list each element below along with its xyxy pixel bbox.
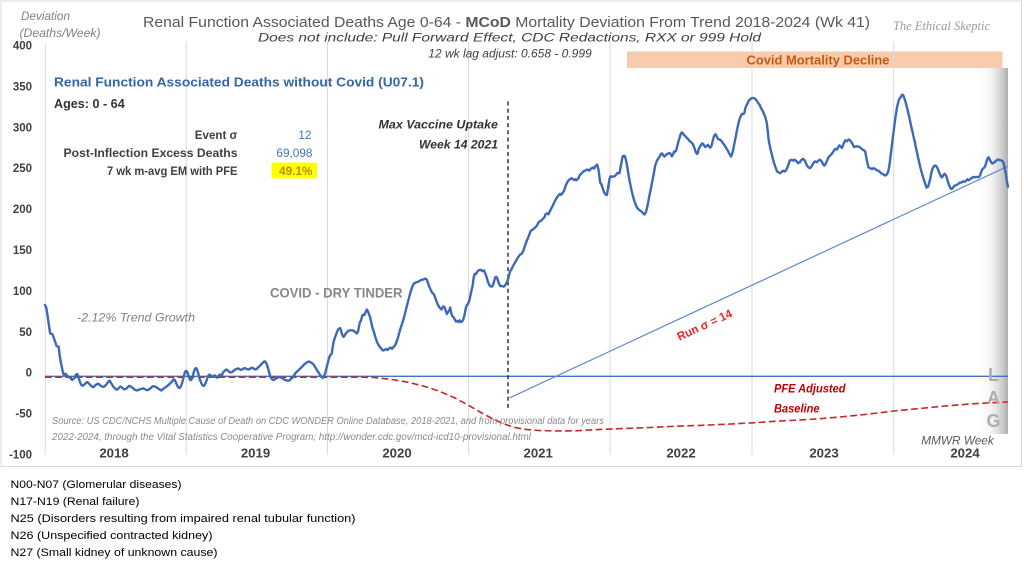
svg-text:2021: 2021 <box>524 446 553 461</box>
svg-text:L: L <box>988 365 999 385</box>
svg-text:12: 12 <box>298 128 311 142</box>
svg-text:Renal Function Associated Deat: Renal Function Associated Deaths without… <box>54 76 424 90</box>
svg-text:Ages: 0 - 64: Ages: 0 - 64 <box>54 97 125 111</box>
svg-text:2018: 2018 <box>99 446 128 461</box>
svg-text:Source: US CDC/NCHS Multiple C: Source: US CDC/NCHS Multiple Cause of De… <box>52 416 604 427</box>
svg-text:COVID - DRY TINDER: COVID - DRY TINDER <box>270 286 403 301</box>
svg-text:300: 300 <box>13 122 32 134</box>
svg-text:350: 350 <box>13 81 32 93</box>
svg-text:N27 (Small kidney of unknown c: N27 (Small kidney of unknown cause) <box>11 547 218 559</box>
svg-text:2023: 2023 <box>809 446 838 461</box>
svg-text:-100: -100 <box>9 450 32 462</box>
svg-text:Week 14 2021: Week 14 2021 <box>419 138 498 152</box>
svg-text:7 wk m-avg EM with PFE: 7 wk m-avg EM with PFE <box>107 165 238 178</box>
svg-text:G: G <box>986 411 1000 431</box>
svg-text:2020: 2020 <box>382 446 411 461</box>
svg-text:Does not include: Pull Forwar: Does not include: Pull Forward Effect, C… <box>258 31 761 45</box>
svg-text:2022-2024, through the Vital S: 2022-2024, through the Vital Statistics … <box>51 432 532 443</box>
svg-text:400: 400 <box>13 41 32 53</box>
svg-text:Deviation: Deviation <box>21 11 70 23</box>
svg-text:0: 0 <box>26 368 32 380</box>
svg-text:Covid Mortality Decline: Covid Mortality Decline <box>747 54 890 68</box>
svg-text:200: 200 <box>13 204 32 216</box>
svg-text:Baseline: Baseline <box>774 404 820 416</box>
svg-text:12 wk lag adjust: 0.658 - 0.99: 12 wk lag adjust: 0.658 - 0.999 <box>428 47 592 61</box>
svg-text:Post-Inflection Excess Deaths: Post-Inflection Excess Deaths <box>64 147 238 160</box>
svg-text:-50: -50 <box>15 409 32 421</box>
svg-text:The Ethical Skeptic: The Ethical Skeptic <box>893 18 990 33</box>
svg-text:50: 50 <box>19 327 32 339</box>
svg-text:-2.12% Trend Growth: -2.12% Trend Growth <box>77 310 195 324</box>
svg-text:2022: 2022 <box>666 446 695 461</box>
svg-text:150: 150 <box>13 245 32 257</box>
svg-text:N00-N07 (Glomerular diseases): N00-N07 (Glomerular diseases) <box>11 479 182 491</box>
svg-text:A: A <box>987 388 1000 408</box>
svg-text:Renal Function Associated Deat: Renal Function Associated Deaths Age 0-6… <box>143 14 870 31</box>
svg-text:N26 (Unspecified contracted ki: N26 (Unspecified contracted kidney) <box>11 530 213 542</box>
svg-text:69,098: 69,098 <box>276 146 313 160</box>
svg-text:PFE Adjusted: PFE Adjusted <box>774 384 846 396</box>
svg-text:100: 100 <box>13 286 32 298</box>
svg-text:(Deaths/Week): (Deaths/Week) <box>20 28 101 40</box>
svg-text:2019: 2019 <box>241 446 270 461</box>
svg-text:250: 250 <box>13 163 32 175</box>
svg-text:N17-N19 (Renal failure): N17-N19 (Renal failure) <box>11 496 140 508</box>
svg-text:49.1%: 49.1% <box>279 164 313 178</box>
svg-text:N25 (Disorders resulting from: N25 (Disorders resulting from impaired r… <box>11 513 356 525</box>
svg-text:Max Vaccine Uptake: Max Vaccine Uptake <box>379 118 499 132</box>
svg-text:Event σ: Event σ <box>195 129 238 142</box>
svg-text:MMWR Week: MMWR Week <box>921 434 994 448</box>
svg-text:2024: 2024 <box>950 446 980 461</box>
